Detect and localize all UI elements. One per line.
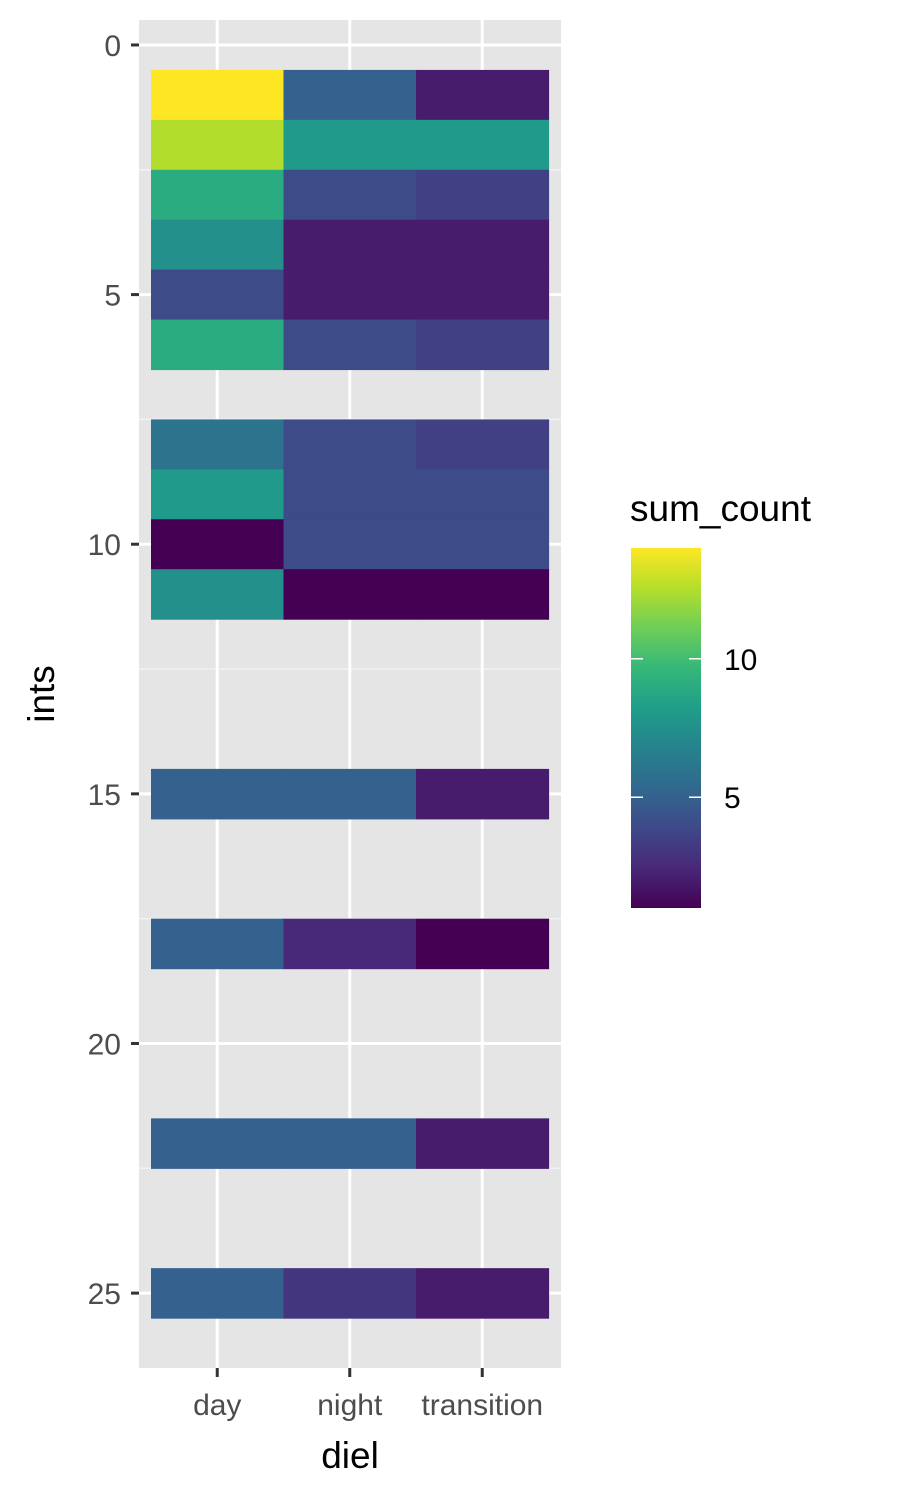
color-legend: sum_count 5 10: [630, 488, 812, 908]
heatmap-cell: [151, 469, 285, 520]
legend-colorbar: [631, 548, 701, 908]
heatmap-cell: [283, 69, 417, 121]
heatmap-cell: [416, 219, 550, 271]
heatmap-cell: [283, 1118, 417, 1169]
heatmap-cell: [283, 269, 417, 321]
heatmap-cell: [283, 169, 417, 221]
y-tick-label: 0: [104, 30, 121, 63]
y-tick-label: 10: [88, 529, 121, 562]
y-axis-title: ints: [21, 665, 62, 723]
heatmap-cell: [416, 768, 550, 820]
y-tick-label: 15: [88, 779, 121, 812]
heatmap-cell: [283, 569, 417, 620]
legend-ticks: 5 10: [631, 644, 757, 815]
legend-tick-label: 10: [724, 644, 757, 677]
x-axis: day night transition: [193, 1368, 543, 1422]
heatmap-cell: [416, 569, 550, 620]
heatmap-cell: [416, 1118, 550, 1169]
heatmap-cell: [416, 269, 550, 321]
heatmap-cell: [283, 1268, 417, 1319]
heatmap-cell: [151, 519, 285, 570]
heatmap-cell: [283, 768, 417, 820]
heatmap-cells: [151, 69, 550, 1319]
heatmap-cell: [151, 569, 285, 620]
heatmap-cell: [151, 219, 285, 271]
heatmap-cell: [151, 1118, 285, 1169]
heatmap-cell: [416, 319, 550, 371]
heatmap-cell: [416, 69, 550, 121]
heatmap-cell: [151, 119, 285, 171]
heatmap-cell: [283, 219, 417, 271]
y-tick-label: 20: [88, 1028, 121, 1061]
heatmap-cell: [151, 918, 285, 970]
heatmap-cell: [416, 169, 550, 221]
heatmap-cell: [151, 69, 285, 121]
heatmap-cell: [151, 1268, 285, 1319]
heatmap-cell: [151, 419, 285, 470]
x-tick-label: day: [193, 1389, 241, 1422]
heatmap-cell: [416, 119, 550, 171]
x-axis-title: diel: [321, 1435, 379, 1476]
y-axis: 0 5 10 15 20 25: [88, 30, 139, 1311]
x-tick-label: night: [317, 1389, 383, 1422]
heatmap-cell: [283, 918, 417, 970]
heatmap-cell: [416, 1268, 550, 1319]
heatmap-cell: [416, 469, 550, 520]
heatmap-cell: [283, 419, 417, 470]
heatmap-cell: [151, 169, 285, 221]
y-tick-label: 5: [104, 280, 121, 313]
heatmap-cell: [151, 269, 285, 321]
heatmap-cell: [283, 119, 417, 171]
y-tick-label: 25: [88, 1278, 121, 1311]
legend-title: sum_count: [630, 488, 812, 529]
heatmap-cell: [151, 768, 285, 820]
heatmap-cell: [283, 319, 417, 371]
heatmap-cell: [283, 469, 417, 520]
heatmap-cell: [283, 519, 417, 570]
heatmap-cell: [151, 319, 285, 371]
heatmap-cell: [416, 918, 550, 970]
heatmap-cell: [416, 519, 550, 570]
heatmap-cell: [416, 419, 550, 470]
x-tick-label: transition: [421, 1389, 543, 1422]
legend-tick-label: 5: [724, 782, 741, 815]
